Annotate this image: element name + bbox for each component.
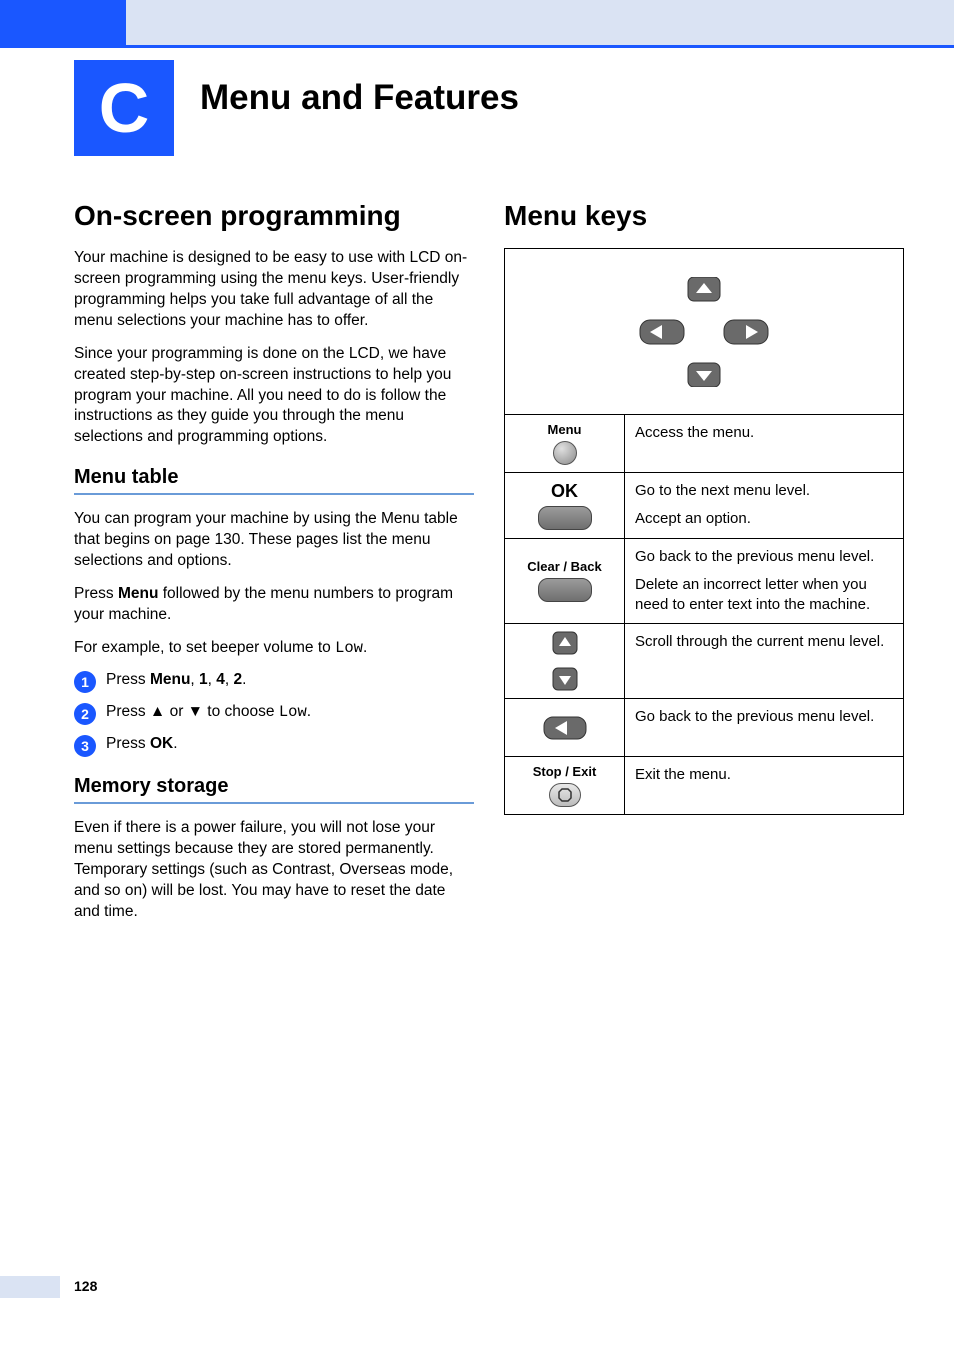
- step-1: 1 Press Menu, 1, 4, 2.: [74, 671, 474, 693]
- chapter-letter: C: [99, 68, 150, 148]
- key-desc-cell: Access the menu.: [625, 415, 903, 472]
- text-span: .: [242, 671, 246, 688]
- text-span: Press ▲ or ▼ to choose: [106, 703, 279, 720]
- page-top-strip: [0, 0, 954, 48]
- menu-table-para3: For example, to set beeper volume to Low…: [74, 638, 474, 659]
- step-badge-2: 2: [74, 703, 96, 725]
- key-desc-cell: Go to the next menu level. Accept an opt…: [625, 473, 903, 538]
- key-label-ok: OK: [551, 481, 578, 502]
- key-desc-cell: Go back to the previous menu level.: [625, 699, 903, 756]
- key-label-menu: Menu: [548, 422, 582, 437]
- key-icon-cell-left: [505, 699, 625, 756]
- table-row: Go back to the previous menu level.: [505, 698, 903, 756]
- menu-button-icon: [553, 441, 577, 465]
- key-icon-cell-ok: OK: [505, 473, 625, 538]
- key-desc-text: Go back to the previous menu level.: [635, 707, 893, 727]
- text-span: Press: [106, 735, 150, 752]
- menu-table-para2: Press Menu followed by the menu numbers …: [74, 584, 474, 626]
- left-column: On-screen programming Your machine is de…: [74, 200, 474, 934]
- chapter-title: Menu and Features: [200, 78, 519, 118]
- code-low: Low: [279, 703, 307, 721]
- onscreen-para2: Since your programming is done on the LC…: [74, 344, 474, 449]
- text-span: .: [173, 735, 177, 752]
- key-desc-text: Scroll through the current menu level.: [635, 632, 893, 652]
- text-span: ,: [225, 671, 234, 688]
- clear-button-icon: [538, 578, 592, 602]
- key-desc-cell: Go back to the previous menu level. Dele…: [625, 539, 903, 624]
- page-footer-tab: [0, 1276, 60, 1298]
- bold-ok: OK: [150, 735, 173, 752]
- up-down-icon: [551, 630, 579, 692]
- heading-onscreen-programming: On-screen programming: [74, 200, 474, 232]
- menu-keys-table: Menu Access the menu. OK Go to the next …: [504, 248, 904, 815]
- memory-storage-para: Even if there is a power failure, you wi…: [74, 818, 474, 923]
- bold-1: 1: [199, 671, 208, 688]
- key-desc-text: Exit the menu.: [635, 765, 893, 785]
- key-label-stop: Stop / Exit: [533, 764, 597, 779]
- menu-table-para1: You can program your machine by using th…: [74, 509, 474, 572]
- page-number: 128: [74, 1278, 97, 1294]
- key-desc-text: Go back to the previous menu level.: [635, 547, 893, 567]
- bold-4: 4: [216, 671, 225, 688]
- text-span: .: [363, 639, 367, 656]
- table-row: Menu Access the menu.: [505, 414, 903, 472]
- stop-hex-icon: [558, 788, 572, 802]
- stop-button-icon: [549, 783, 581, 807]
- bold-menu: Menu: [150, 671, 190, 688]
- right-column: Menu keys Menu: [504, 200, 904, 934]
- key-icon-cell-menu: Menu: [505, 415, 625, 472]
- text-span: ,: [190, 671, 199, 688]
- text-span: .: [307, 703, 311, 720]
- key-desc-cell: Scroll through the current menu level.: [625, 624, 903, 698]
- table-row: Clear / Back Go back to the previous men…: [505, 538, 903, 624]
- onscreen-para1: Your machine is designed to be easy to u…: [74, 248, 474, 332]
- key-icon-cell-clear: Clear / Back: [505, 539, 625, 624]
- step-2: 2 Press ▲ or ▼ to choose Low.: [74, 703, 474, 725]
- key-desc-text: Delete an incorrect letter when you need…: [635, 575, 893, 616]
- heading-menu-keys: Menu keys: [504, 200, 904, 232]
- ok-button-icon: [538, 506, 592, 530]
- text-span: Stop / Exit: [533, 764, 597, 779]
- step-badge-3: 3: [74, 735, 96, 757]
- dpad-illustration: [505, 249, 903, 414]
- step-badge-1: 1: [74, 671, 96, 693]
- key-label-clear: Clear / Back: [527, 559, 601, 574]
- step-3: 3 Press OK.: [74, 735, 474, 757]
- key-icon-cell-stop: Stop / Exit: [505, 757, 625, 814]
- chapter-badge: C: [74, 60, 174, 156]
- table-row: Stop / Exit Exit the menu.: [505, 756, 903, 814]
- table-row: Scroll through the current menu level.: [505, 623, 903, 698]
- key-desc-text: Go to the next menu level.: [635, 481, 893, 501]
- page-top-blue-tab: [0, 0, 126, 48]
- left-arrow-icon: [543, 716, 587, 740]
- text-span: For example, to set beeper volume to: [74, 639, 335, 656]
- heading-memory-storage: Memory storage: [74, 775, 474, 804]
- heading-menu-table: Menu table: [74, 466, 474, 495]
- step-2-text: Press ▲ or ▼ to choose Low.: [106, 703, 311, 721]
- key-desc-text: Access the menu.: [635, 423, 893, 443]
- dpad-icon: [624, 277, 784, 387]
- step-3-text: Press OK.: [106, 735, 178, 753]
- key-desc-cell: Exit the menu.: [625, 757, 903, 814]
- table-row: OK Go to the next menu level. Accept an …: [505, 472, 903, 538]
- page-content: On-screen programming Your machine is de…: [74, 200, 904, 934]
- text-span: Press: [106, 671, 150, 688]
- step-1-text: Press Menu, 1, 4, 2.: [106, 671, 246, 689]
- text-span: Press: [74, 585, 118, 602]
- text-span: ,: [208, 671, 217, 688]
- key-icon-cell-updown: [505, 624, 625, 698]
- bold-menu: Menu: [118, 585, 158, 602]
- key-desc-text: Accept an option.: [635, 509, 893, 529]
- bold-2: 2: [234, 671, 243, 688]
- code-low: Low: [335, 639, 363, 657]
